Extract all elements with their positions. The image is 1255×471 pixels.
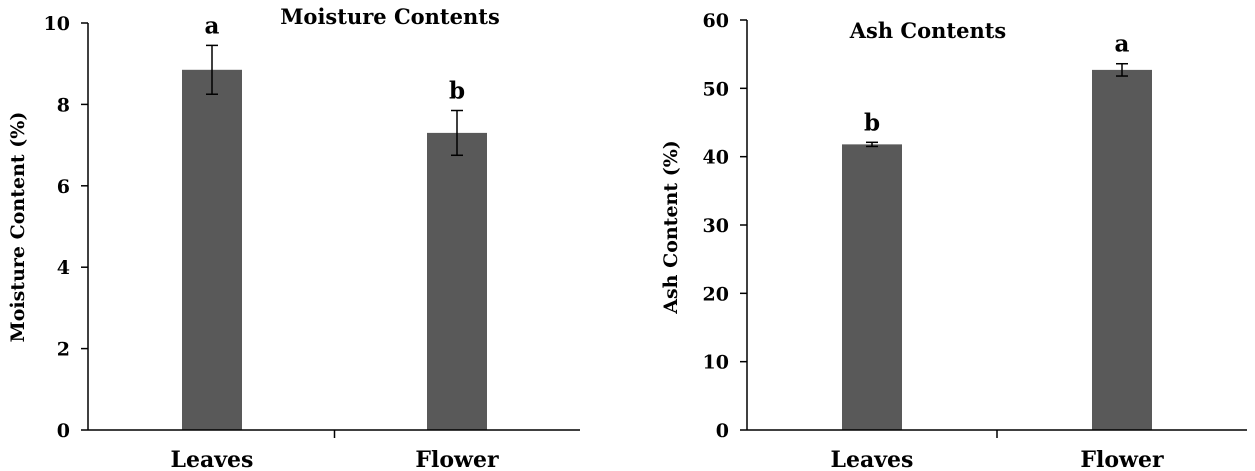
moisture-bar-leaves <box>182 69 242 431</box>
ash-chart-title: Ash Contents <box>849 18 1007 43</box>
ash-bar-flower <box>1092 69 1152 430</box>
ash-y-ticks: 0 10 20 30 40 50 60 <box>703 10 747 442</box>
moisture-y-ticks: 0 2 4 6 8 10 <box>44 13 88 442</box>
ash-y-axis-label: Ash Content (%) <box>660 140 682 315</box>
moisture-bar-flower <box>427 132 487 430</box>
ash-y-tick-label: 40 <box>703 147 729 169</box>
moisture-significance-label: b <box>449 78 465 105</box>
moisture-bars: ab <box>182 12 487 431</box>
moisture-y-axis-label: Moisture Content (%) <box>7 112 29 343</box>
ash-y-tick-label: 10 <box>703 352 729 374</box>
moisture-categories: Leaves Flower <box>171 430 499 471</box>
ash-bar-leaves <box>842 144 902 430</box>
ash-bars: ba <box>842 31 1152 430</box>
ash-category-label: Leaves <box>831 447 914 471</box>
ash-y-tick-label: 50 <box>703 78 729 100</box>
ash-y-tick-label: 60 <box>703 10 729 32</box>
moisture-chart: Moisture Contents Moisture Content (%) 0… <box>7 4 580 471</box>
ash-y-tick-label: 30 <box>703 215 729 237</box>
ash-error-bar-leaves <box>866 141 878 148</box>
ash-chart: Ash Contents Ash Content (%) 0 10 20 30 40 50… <box>660 10 1247 471</box>
moisture-y-tick-label: 10 <box>44 13 70 35</box>
moisture-category-label: Leaves <box>171 447 254 471</box>
moisture-significance-label: a <box>205 12 220 39</box>
ash-significance-label: a <box>1115 31 1130 58</box>
ash-error-bar-flower <box>1116 62 1128 77</box>
moisture-error-bar-flower <box>451 109 463 157</box>
moisture-category-label: Flower <box>415 447 499 471</box>
ash-categories: Leaves Flower <box>831 430 1164 471</box>
moisture-y-tick-label: 0 <box>57 420 70 442</box>
ash-y-tick-label: 20 <box>703 283 729 305</box>
moisture-y-tick-label: 6 <box>57 176 70 198</box>
ash-significance-label: b <box>864 109 880 136</box>
ash-category-label: Flower <box>1080 447 1164 471</box>
moisture-y-tick-label: 2 <box>57 339 70 361</box>
moisture-error-bar-leaves <box>206 44 218 95</box>
ash-y-tick-label: 0 <box>716 420 729 442</box>
moisture-y-tick-label: 8 <box>57 94 70 116</box>
moisture-chart-title: Moisture Contents <box>280 4 500 29</box>
moisture-y-tick-label: 4 <box>57 257 70 279</box>
